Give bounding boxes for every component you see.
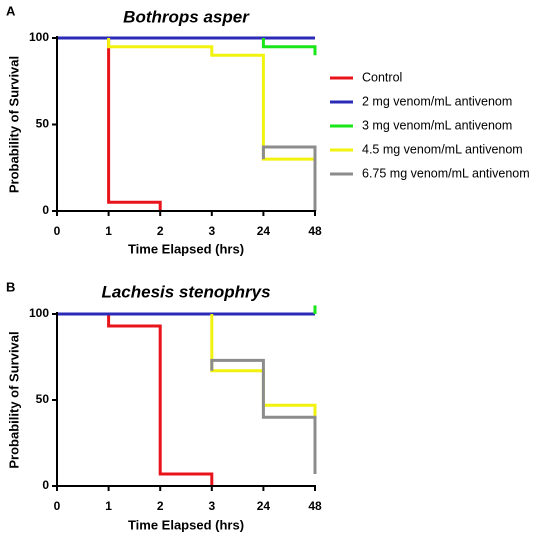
legend-label: 6.75 mg venom/mL antivenom <box>362 166 530 180</box>
legend: Control 2 mg venom/mL antivenom 3 mg venom… <box>330 70 530 180</box>
y-tick-label: 100 <box>29 306 49 320</box>
legend-item: 3 mg venom/mL antivenom <box>330 118 512 132</box>
y-tick-label: 0 <box>42 478 49 492</box>
legend-item: 6.75 mg venom/mL antivenom <box>330 166 530 180</box>
x-tick-label: 1 <box>105 499 112 513</box>
x-tick-label: 48 <box>308 499 322 513</box>
x-tick-label: 1 <box>105 224 112 238</box>
y-tick-label: 100 <box>29 30 49 44</box>
y-tick-label: 0 <box>42 203 49 217</box>
x-axis-label: Time Elapsed (hrs) <box>128 241 244 256</box>
series-line-1 <box>57 36 162 211</box>
x-axis-label: Time Elapsed (hrs) <box>128 517 244 532</box>
x-tick-label: 24 <box>257 224 271 238</box>
panel-letter: B <box>6 279 15 294</box>
y-tick-label: 50 <box>36 117 50 131</box>
panel-letter: A <box>6 3 16 18</box>
x-tick-label: 48 <box>308 224 322 238</box>
legend-item: 2 mg venom/mL antivenom <box>330 94 512 108</box>
x-tick-label: 3 <box>208 224 215 238</box>
chart-title: Bothrops asper <box>123 7 250 26</box>
y-tick-label: 50 <box>36 392 50 406</box>
series-line-5 <box>210 358 317 474</box>
chart-title: Lachesis stenophrys <box>101 282 270 301</box>
y-axis-label: Probability of Survival <box>6 56 21 193</box>
series-line-4 <box>107 38 317 211</box>
x-tick-label: 0 <box>54 224 61 238</box>
series-line-5 <box>261 145 317 211</box>
legend-label: 3 mg venom/mL antivenom <box>362 118 512 132</box>
legend-label: Control <box>362 70 402 84</box>
x-tick-label: 24 <box>257 499 271 513</box>
legend-label: 4.5 mg venom/mL antivenom <box>362 142 523 156</box>
y-axis-label: Probability of Survival <box>6 331 21 468</box>
series-line-1 <box>57 312 214 486</box>
series-line-3 <box>261 38 317 56</box>
chart-panel-b: B Lachesis stenophrys 0 50 100 0 1 2 3 24 48 Time E… <box>6 279 322 532</box>
x-tick-label: 2 <box>157 224 164 238</box>
legend-item: Control <box>330 70 402 84</box>
legend-label: 2 mg venom/mL antivenom <box>362 94 512 108</box>
legend-item: 4.5 mg venom/mL antivenom <box>330 142 523 156</box>
x-tick-label: 3 <box>208 499 215 513</box>
x-tick-label: 2 <box>157 499 164 513</box>
chart-panel-a: A Bothrops asper 0 50 100 0 1 2 3 24 48 Time Elapse… <box>6 3 322 256</box>
x-tick-label: 0 <box>54 499 61 513</box>
